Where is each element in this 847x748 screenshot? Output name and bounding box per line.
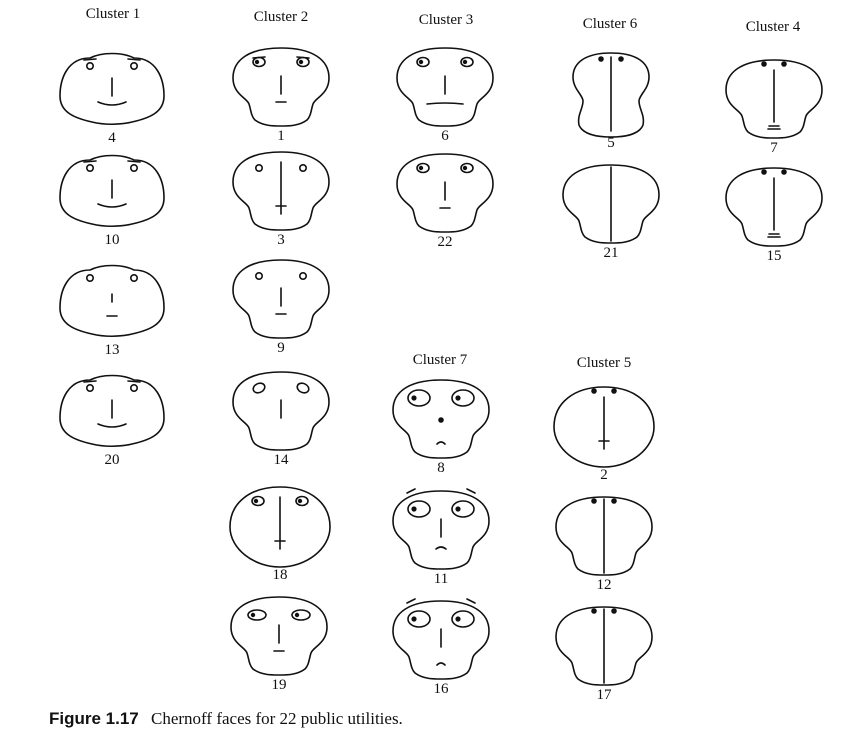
eyes	[85, 163, 138, 172]
eyebrows	[252, 56, 310, 59]
nose	[438, 417, 444, 423]
face-label: 8	[437, 460, 445, 476]
chernoff-face	[232, 259, 330, 339]
mouth	[426, 102, 464, 105]
cluster-title: Cluster 6	[582, 16, 638, 32]
figure-number: Figure 1.17	[49, 709, 139, 728]
chernoff-face	[59, 154, 165, 228]
face-label: 13	[104, 342, 120, 358]
eyes	[407, 610, 475, 628]
eyes	[254, 163, 307, 172]
chernoff-face	[59, 374, 165, 448]
eyebrows	[406, 488, 476, 494]
chernoff-face	[392, 488, 490, 570]
chernoff-face	[396, 47, 494, 127]
eyes	[416, 162, 474, 174]
eyes	[251, 495, 309, 507]
face-label: 21	[603, 245, 619, 261]
mouth	[436, 662, 446, 666]
face-label: 15	[766, 248, 782, 264]
mouth	[97, 203, 127, 208]
eyes	[254, 271, 307, 280]
eyes	[761, 61, 787, 67]
cluster-title: Cluster 2	[253, 9, 309, 25]
eyes	[252, 382, 310, 394]
eyebrows	[83, 58, 141, 61]
face-label: 9	[277, 340, 285, 356]
face-label: 3	[277, 232, 285, 248]
eyes	[85, 383, 138, 392]
face-label: 2	[600, 467, 608, 483]
face-label: 20	[104, 452, 120, 468]
cluster-title: Cluster 7	[412, 352, 468, 368]
face-label: 4	[108, 130, 116, 146]
face-label: 12	[596, 577, 612, 593]
face-label: 16	[433, 681, 449, 697]
face-label: 18	[272, 567, 288, 583]
cluster-title: Cluster 3	[418, 12, 474, 28]
chernoff-faces-diagram	[59, 47, 823, 686]
chernoff-face	[392, 379, 490, 459]
eyes	[407, 500, 475, 518]
mouth	[97, 101, 127, 106]
chernoff-face	[562, 164, 660, 244]
eyes	[407, 389, 475, 407]
eyes	[85, 61, 138, 70]
eyes	[416, 56, 474, 68]
eyes	[598, 56, 624, 62]
mouth	[97, 423, 127, 428]
eyes	[85, 273, 138, 282]
chernoff-face	[230, 596, 328, 676]
mouth	[436, 441, 446, 445]
mouth	[767, 125, 781, 130]
eyes	[252, 56, 310, 68]
chernoff-face	[553, 386, 655, 468]
figure-caption-text: Chernoff faces for 22 public utilities.	[151, 709, 403, 728]
chernoff-face	[59, 264, 165, 338]
eyes	[591, 388, 617, 394]
face-label: 1	[277, 128, 285, 144]
face-label: 22	[437, 234, 453, 250]
chernoff-face	[232, 47, 330, 127]
chernoff-face	[555, 496, 653, 576]
face-label: 17	[596, 687, 612, 703]
face-label: 7	[770, 140, 778, 156]
figure-caption: Figure 1.17 Chernoff faces for 22 public…	[49, 709, 403, 729]
cluster-title: Cluster 4	[745, 19, 801, 35]
eyes	[761, 169, 787, 175]
chernoff-face	[572, 52, 650, 138]
chernoff-face	[725, 167, 823, 247]
eyes	[247, 609, 311, 621]
face-label: 14	[273, 452, 289, 468]
chernoff-face	[392, 598, 490, 680]
mouth	[435, 546, 447, 550]
chernoff-face	[232, 151, 330, 231]
eyes	[591, 608, 617, 614]
eyebrows	[83, 160, 141, 163]
face-label: 10	[104, 232, 120, 248]
eyebrows	[406, 598, 476, 604]
chernoff-face	[232, 371, 330, 451]
cluster-title: Cluster 1	[85, 6, 141, 22]
chernoff-face	[555, 606, 653, 686]
chernoff-face	[59, 52, 165, 126]
mouth	[767, 233, 781, 238]
eyebrows	[83, 380, 141, 383]
face-label: 11	[433, 571, 449, 587]
face-label: 5	[607, 135, 615, 151]
eyes	[591, 498, 617, 504]
chernoff-face	[396, 153, 494, 233]
face-label: 19	[271, 677, 287, 693]
chernoff-face	[725, 59, 823, 139]
face-label: 6	[441, 128, 449, 144]
chernoff-face	[229, 486, 331, 568]
cluster-title: Cluster 5	[576, 355, 632, 371]
